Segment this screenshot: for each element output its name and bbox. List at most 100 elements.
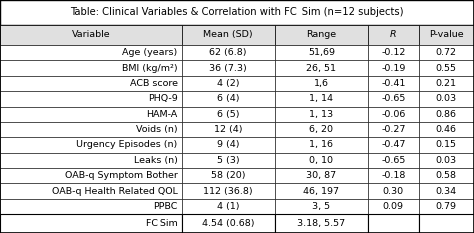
Bar: [182, 137, 275, 153]
Text: FC Sim: FC Sim: [146, 219, 178, 228]
Text: 30, 87: 30, 87: [306, 171, 337, 180]
Bar: [419, 137, 474, 153]
Text: Range: Range: [306, 31, 337, 39]
Bar: [419, 61, 474, 76]
Bar: [0, 199, 182, 214]
Text: -0.65: -0.65: [381, 156, 405, 165]
Text: 0.46: 0.46: [436, 125, 457, 134]
Text: -0.06: -0.06: [381, 110, 405, 119]
Bar: [0, 0, 474, 25]
Text: 4.54 (0.68): 4.54 (0.68): [202, 219, 255, 228]
Text: 0.86: 0.86: [436, 110, 457, 119]
Bar: [0, 137, 182, 153]
Bar: [275, 199, 368, 214]
Text: 0.34: 0.34: [436, 187, 457, 195]
Bar: [419, 168, 474, 183]
Text: 46, 197: 46, 197: [303, 187, 339, 195]
Text: 0, 10: 0, 10: [310, 156, 334, 165]
Text: 6 (4): 6 (4): [217, 94, 239, 103]
Bar: [368, 25, 419, 45]
Text: Variable: Variable: [72, 31, 110, 39]
Bar: [368, 76, 419, 91]
Text: Mean (SD): Mean (SD): [203, 31, 253, 39]
Bar: [419, 91, 474, 106]
Text: 36 (7.3): 36 (7.3): [210, 64, 247, 73]
Bar: [182, 153, 275, 168]
Bar: [368, 199, 419, 214]
Text: Leaks (n): Leaks (n): [134, 156, 178, 165]
Text: 3, 5: 3, 5: [312, 202, 330, 211]
Bar: [275, 168, 368, 183]
Bar: [275, 122, 368, 137]
Text: 1, 14: 1, 14: [310, 94, 334, 103]
Bar: [419, 106, 474, 122]
Bar: [182, 76, 275, 91]
Text: 6 (5): 6 (5): [217, 110, 239, 119]
Bar: [368, 106, 419, 122]
Bar: [275, 183, 368, 199]
Text: -0.18: -0.18: [381, 171, 405, 180]
Text: 26, 51: 26, 51: [307, 64, 337, 73]
Bar: [0, 122, 182, 137]
Text: Table: Clinical Variables & Correlation with FC Sim (n=12 subjects): Table: Clinical Variables & Correlation …: [70, 7, 404, 17]
Bar: [419, 214, 474, 233]
Bar: [368, 168, 419, 183]
Bar: [419, 199, 474, 214]
Text: R: R: [390, 31, 397, 39]
Text: 4 (1): 4 (1): [217, 202, 239, 211]
Bar: [0, 61, 182, 76]
Bar: [368, 45, 419, 61]
Text: 58 (20): 58 (20): [211, 171, 246, 180]
Bar: [182, 25, 275, 45]
Text: 0.09: 0.09: [383, 202, 404, 211]
Text: P-value: P-value: [429, 31, 464, 39]
Text: 5 (3): 5 (3): [217, 156, 239, 165]
Text: 112 (36.8): 112 (36.8): [203, 187, 253, 195]
Text: -0.41: -0.41: [381, 79, 405, 88]
Text: 0.30: 0.30: [383, 187, 404, 195]
Text: 0.03: 0.03: [436, 94, 457, 103]
Bar: [0, 25, 182, 45]
Text: 6, 20: 6, 20: [310, 125, 334, 134]
Text: -0.65: -0.65: [381, 94, 405, 103]
Text: -0.19: -0.19: [381, 64, 405, 73]
Bar: [368, 137, 419, 153]
Bar: [0, 214, 182, 233]
Bar: [368, 214, 419, 233]
Bar: [182, 183, 275, 199]
Bar: [182, 91, 275, 106]
Bar: [0, 183, 182, 199]
Bar: [0, 45, 182, 61]
Text: 1,6: 1,6: [314, 79, 329, 88]
Bar: [275, 153, 368, 168]
Bar: [182, 168, 275, 183]
Bar: [368, 91, 419, 106]
Bar: [275, 214, 368, 233]
Bar: [419, 183, 474, 199]
Text: 0.21: 0.21: [436, 79, 457, 88]
Text: 1, 13: 1, 13: [310, 110, 334, 119]
Text: 4 (2): 4 (2): [217, 79, 239, 88]
Text: 0.55: 0.55: [436, 64, 457, 73]
Bar: [0, 153, 182, 168]
Text: Voids (n): Voids (n): [136, 125, 178, 134]
Bar: [0, 168, 182, 183]
Bar: [182, 106, 275, 122]
Text: 12 (4): 12 (4): [214, 125, 242, 134]
Text: 0.03: 0.03: [436, 156, 457, 165]
Text: -0.12: -0.12: [381, 48, 405, 57]
Text: 51,69: 51,69: [308, 48, 335, 57]
Bar: [182, 199, 275, 214]
Text: OAB-q Symptom Bother: OAB-q Symptom Bother: [65, 171, 178, 180]
Bar: [275, 45, 368, 61]
Text: ACB score: ACB score: [130, 79, 178, 88]
Text: PHQ-9: PHQ-9: [148, 94, 178, 103]
Bar: [0, 91, 182, 106]
Bar: [0, 76, 182, 91]
Bar: [419, 45, 474, 61]
Bar: [182, 45, 275, 61]
Bar: [182, 61, 275, 76]
Bar: [182, 214, 275, 233]
Bar: [275, 91, 368, 106]
Bar: [275, 76, 368, 91]
